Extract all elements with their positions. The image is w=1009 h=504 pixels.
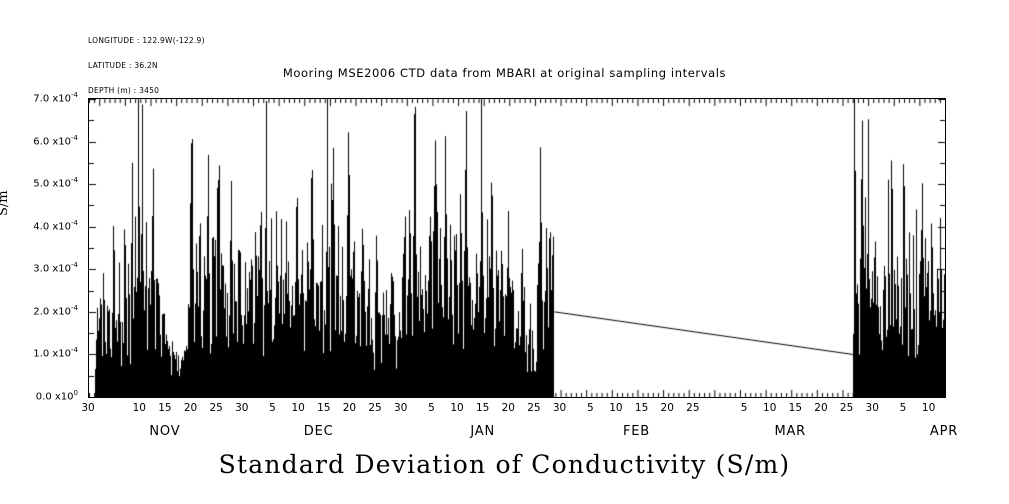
x-tick-label: 30	[393, 402, 408, 414]
time-series-plot	[89, 99, 945, 397]
chart-title: Mooring MSE2006 CTD data from MBARI at o…	[282, 66, 727, 80]
x-tick-label: 10	[609, 402, 623, 414]
x-tick-label: 10	[763, 402, 777, 414]
y-tick-label: 7.0 x10-4	[33, 91, 78, 105]
x-tick-label: 5	[586, 402, 594, 414]
x-tick-label: 30	[552, 402, 567, 414]
x-tick-label: 20	[183, 402, 198, 414]
x-tick-label: 10	[450, 402, 464, 414]
x-tick-label: 30	[865, 402, 879, 414]
month-label: APR	[929, 424, 959, 439]
x-tick-label: 25	[686, 402, 700, 414]
y-tick-label: 0.0 x100	[35, 389, 78, 403]
x-tick-label: 10	[132, 402, 146, 414]
x-tick-label: 20	[814, 402, 828, 414]
x-tick-label: 20	[342, 402, 357, 414]
x-tick-label: 5	[269, 402, 276, 414]
x-tick-label: 10	[921, 402, 936, 414]
x-tick-label: 15	[158, 402, 172, 414]
x-tick-label: 5	[899, 402, 907, 414]
figure-caption: Standard Deviation of Conductivity (S/m)	[218, 450, 791, 479]
metadata-latitude: LATITUDE : 36.2N	[88, 61, 158, 71]
month-label: MAR	[774, 424, 806, 439]
x-tick-label: 15	[317, 402, 331, 414]
y-tick-label: 6.0 x10-4	[33, 133, 78, 147]
y-tick-label: 2.0 x10-4	[33, 303, 78, 318]
month-label: FEB	[622, 424, 650, 439]
y-tick-label: 1.0 x10-4	[33, 346, 78, 360]
x-tick-label: 10	[291, 402, 305, 414]
x-tick-label: 15	[475, 402, 490, 414]
y-tick-label: 4.0 x10-4	[33, 218, 78, 233]
x-tick-label: 15	[788, 402, 803, 414]
month-label: DEC	[303, 424, 334, 439]
month-label: NOV	[149, 424, 181, 439]
y-tick-label: 5.0 x10-4	[33, 176, 78, 190]
x-tick-label: 5	[740, 402, 748, 414]
plot-area	[88, 98, 946, 398]
x-tick-label: 15	[634, 402, 649, 414]
x-tick-label: 25	[839, 402, 854, 414]
x-tick-label: 30	[81, 402, 95, 414]
x-tick-label: 25	[368, 402, 382, 414]
x-tick-label: 5	[428, 402, 435, 414]
y-tick-label: 3.0 x10-4	[33, 261, 78, 275]
x-tick-label: 30	[235, 402, 249, 414]
x-tick-label: 20	[501, 402, 515, 414]
metadata-longitude: LONGITUDE : 122.9W(-122.9)	[88, 35, 205, 45]
x-tick-label: 25	[209, 402, 223, 414]
x-tick-label: 25	[527, 402, 541, 414]
x-tick-label: 20	[660, 402, 674, 414]
month-label: JAN	[470, 424, 495, 439]
metadata-depth: DEPTH (m) : 3450	[88, 86, 160, 96]
